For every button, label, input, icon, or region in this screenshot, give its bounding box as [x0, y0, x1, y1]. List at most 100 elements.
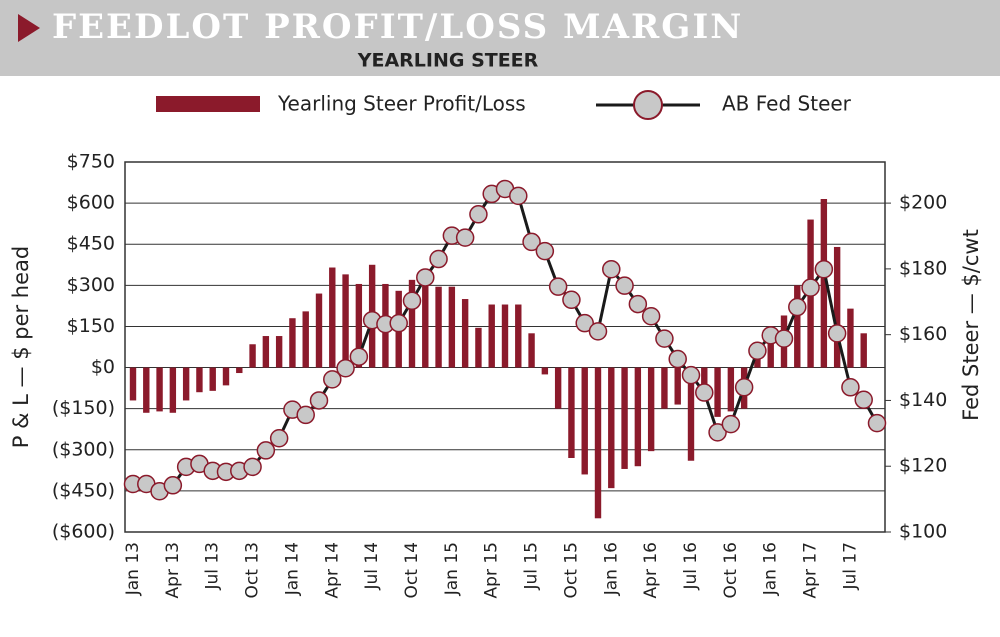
bar: [329, 267, 336, 368]
y2-tick-label: $140: [899, 389, 947, 411]
bar: [621, 367, 628, 469]
y2-tick-label: $200: [899, 192, 947, 214]
bar: [833, 246, 841, 368]
y2-tick-label: $120: [899, 455, 947, 477]
plot-frame: [124, 161, 886, 533]
bar: [820, 199, 828, 368]
line-marker: [296, 405, 315, 425]
bar: [528, 333, 535, 368]
bar: [289, 318, 296, 368]
line-marker: [827, 324, 847, 343]
bar: [501, 304, 509, 368]
line-marker: [256, 441, 276, 460]
bar: [448, 286, 456, 368]
x-tick-label: Jul 14: [362, 542, 382, 591]
line-marker: [788, 297, 807, 317]
line-marker: [602, 259, 621, 279]
y-tick-label: ($300): [52, 438, 115, 460]
x-tick-label: Jan 16: [601, 542, 621, 596]
chart-subtitle: YEARLING STEER: [357, 50, 539, 72]
bar: [568, 367, 575, 458]
bar: [714, 367, 721, 417]
line-marker: [269, 429, 289, 448]
x-tick-label: Apr 17: [801, 542, 821, 598]
y-tick-label: ($600): [52, 521, 115, 543]
x-tick-label: Oct 14: [402, 542, 422, 598]
bar: [222, 367, 230, 386]
bar: [727, 367, 735, 412]
bar: [275, 336, 283, 368]
line-marker: [562, 290, 581, 310]
bar: [581, 367, 588, 475]
line-marker: [708, 423, 727, 442]
bar: [129, 367, 137, 401]
bar: [249, 344, 256, 368]
y-tick-label: $150: [67, 315, 115, 337]
line-marker: [349, 347, 369, 366]
x-tick-label: Jul 17: [840, 542, 860, 591]
bar: [156, 367, 163, 412]
line-marker: [721, 414, 741, 434]
x-tick-label: Apr 13: [163, 542, 183, 598]
y-tick-label: $600: [67, 192, 115, 214]
y-axis-label: P & L — $ per head: [9, 246, 33, 448]
legend-label: Yearling Steer Profit/Loss: [277, 92, 526, 116]
chart-title: FEEDLOT PROFIT/LOSS MARGIN: [52, 7, 743, 47]
line-marker: [469, 205, 488, 224]
line-marker: [389, 313, 408, 333]
bar: [488, 304, 495, 368]
bar: [767, 326, 774, 368]
header-arrow: [18, 14, 40, 42]
line-marker: [801, 278, 820, 297]
bar: [262, 336, 270, 368]
line-marker: [455, 228, 475, 247]
x-tick-label: Jan 14: [282, 542, 302, 596]
bar: [541, 367, 549, 375]
line-marker: [681, 365, 701, 385]
line-marker: [628, 294, 648, 314]
y-tick-label: $0: [91, 356, 115, 378]
x-tick-label: Apr 15: [482, 542, 502, 598]
line-marker: [309, 391, 329, 410]
line-marker: [323, 370, 342, 389]
x-tick-label: Oct 16: [721, 542, 741, 598]
line-marker: [748, 341, 767, 361]
line-marker: [668, 349, 687, 369]
bar: [674, 367, 681, 405]
bar: [169, 367, 177, 413]
line-marker: [336, 358, 355, 378]
y-tick-label: ($150): [52, 397, 115, 419]
line-marker: [734, 378, 754, 397]
y-tick-label: $750: [67, 151, 115, 173]
bar: [554, 367, 562, 409]
line-marker: [402, 291, 422, 311]
line-marker: [522, 232, 541, 252]
x-tick-label: Oct 13: [243, 542, 263, 598]
line-marker: [615, 276, 634, 295]
bar: [475, 327, 482, 368]
bar: [847, 308, 854, 368]
x-tick-label: Oct 15: [561, 542, 581, 598]
x-tick-label: Jul 13: [203, 542, 223, 591]
x-tick-label: Apr 14: [322, 542, 342, 598]
line-marker: [655, 329, 674, 348]
line-marker: [548, 277, 568, 296]
y2-tick-label: $160: [899, 323, 947, 345]
bar: [143, 367, 150, 413]
line-marker: [588, 322, 608, 341]
legend-label: AB Fed Steer: [722, 92, 852, 116]
bar: [515, 304, 522, 368]
header-band: [0, 0, 1000, 76]
bar: [435, 286, 442, 368]
bar: [236, 367, 243, 374]
bar: [461, 299, 469, 368]
x-tick-label: Jan 15: [442, 542, 462, 596]
line-marker: [641, 306, 661, 326]
line-marker: [814, 259, 834, 279]
line-marker: [695, 383, 714, 402]
line-marker: [841, 378, 860, 397]
bar: [182, 367, 190, 401]
bar: [860, 333, 867, 368]
bar: [661, 367, 668, 409]
legend-swatch-bar: [156, 96, 260, 112]
